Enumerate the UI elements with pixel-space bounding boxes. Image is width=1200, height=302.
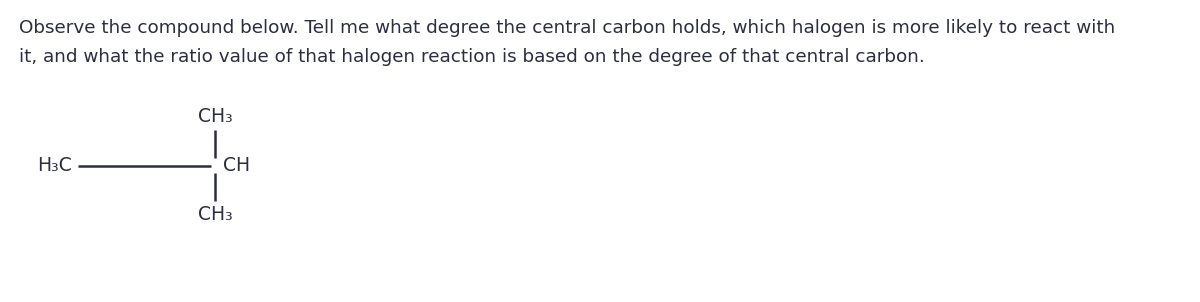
Text: CH: CH [223, 156, 251, 175]
Text: Observe the compound below. Tell me what degree the central carbon holds, which : Observe the compound below. Tell me what… [19, 19, 1116, 37]
Text: CH₃: CH₃ [198, 205, 233, 224]
Text: CH₃: CH₃ [198, 107, 233, 126]
Text: it, and what the ratio value of that halogen reaction is based on the degree of : it, and what the ratio value of that hal… [19, 48, 925, 66]
Text: H₃C: H₃C [37, 156, 72, 175]
